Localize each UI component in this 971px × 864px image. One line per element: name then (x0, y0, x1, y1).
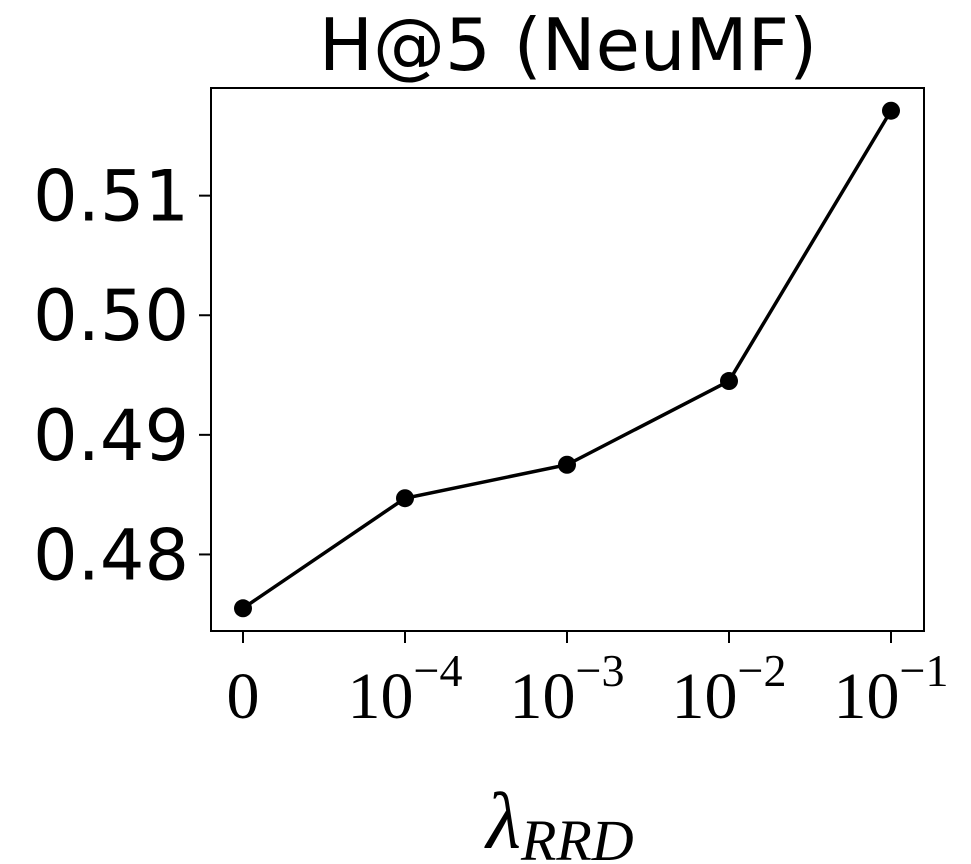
x-tick-label-base: 10 (510, 660, 576, 733)
x-tick-label-base: 10 (672, 660, 738, 733)
series-markers (234, 101, 900, 618)
y-tick-label: 0.48 (33, 514, 189, 596)
y-tick-label: 0.50 (33, 275, 189, 357)
x-axis-label: λRRD (484, 778, 634, 864)
x-tick-label-base: 10 (834, 660, 900, 733)
data-point (720, 372, 738, 391)
data-point (558, 455, 576, 474)
x-axis: 0 10−4 10−3 10−2 10−1 (227, 631, 949, 733)
x-tick-label-exponent: −3 (576, 645, 625, 696)
x-tick-label: 0 (227, 660, 260, 733)
x-tick-label-exponent: −2 (738, 645, 787, 696)
series-line (242, 109, 893, 610)
x-axis-label-subscript: RRD (520, 808, 634, 864)
x-tick-label: 10−4 (348, 645, 463, 733)
x-tick-label: 10−3 (510, 645, 625, 733)
x-tick-label-exponent: −1 (900, 645, 949, 696)
x-tick-label-base: 10 (348, 660, 414, 733)
chart-title: H@5 (NeuMF) (319, 3, 817, 87)
x-tick-label: 10−1 (834, 645, 949, 733)
y-tick-label: 0.49 (33, 395, 189, 477)
y-axis: 0.48 0.49 0.50 0.51 (33, 156, 211, 596)
data-point (234, 599, 252, 618)
y-tick-label: 0.51 (33, 156, 189, 238)
data-point (396, 489, 414, 508)
x-tick-label-exponent: −4 (414, 645, 463, 696)
x-tick-label-base: 0 (227, 660, 260, 733)
x-tick-label: 10−2 (672, 645, 787, 733)
x-axis-label-symbol: λ (484, 778, 521, 864)
data-point (882, 101, 900, 120)
plot-area-frame (210, 87, 925, 632)
